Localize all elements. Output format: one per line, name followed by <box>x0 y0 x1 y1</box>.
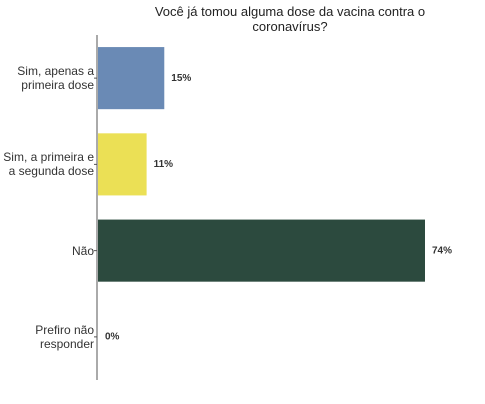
value-label: 15% <box>171 73 191 84</box>
value-label: 11% <box>154 159 174 170</box>
category-label: Sim, a primeira e a segunda dose <box>3 150 94 179</box>
chart-title: Você já tomou alguma dose da vacina cont… <box>154 4 426 34</box>
bar <box>98 133 147 196</box>
bar <box>98 219 425 282</box>
category-label: Prefiro não responder <box>35 322 94 351</box>
value-label: 0% <box>105 332 120 343</box>
category-label: Sim, apenas a primeira dose <box>17 64 94 93</box>
bar <box>98 47 165 110</box>
value-label: 74% <box>432 245 452 256</box>
category-label: Não <box>71 243 94 258</box>
